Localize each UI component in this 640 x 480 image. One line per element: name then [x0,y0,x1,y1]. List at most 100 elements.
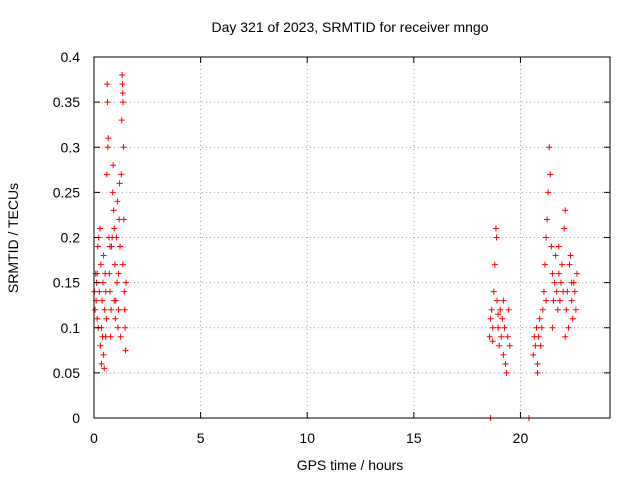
data-point [117,243,124,250]
data-point [98,360,105,367]
data-point [537,342,544,349]
data-point [554,306,561,313]
data-point [562,207,569,214]
data-point [104,144,111,151]
data-point [119,72,126,79]
data-point [120,144,127,151]
data-point [530,351,537,358]
data-point [110,207,117,214]
data-point [495,324,502,331]
data-point [108,306,115,313]
data-point [563,306,570,313]
data-point [555,243,562,250]
data-point [94,315,101,322]
data-point [97,261,104,268]
data-point [115,306,122,313]
data-point [102,333,109,340]
data-point [555,270,562,277]
data-point [114,198,121,205]
y-tick-label: 0.35 [53,94,80,110]
data-point [101,365,108,372]
y-tick-label: 0.15 [53,275,80,291]
data-point [505,306,512,313]
data-point [97,342,104,349]
data-point [499,315,506,322]
y-tick-label: 0 [72,410,80,426]
y-axis-label: SRMTID / TECUs [5,183,21,293]
data-point [571,288,578,295]
data-point [506,342,513,349]
data-point [543,234,550,241]
y-tick-label: 0.25 [53,184,80,200]
data-point [492,225,499,232]
data-point [568,297,575,304]
data-point [96,225,103,232]
data-point [500,297,507,304]
data-point [566,261,573,268]
data-point [493,297,500,304]
data-point [545,189,552,196]
data-point [92,306,99,313]
data-point [101,306,108,313]
data-point [546,144,553,151]
data-point [549,324,556,331]
data-point [557,279,564,286]
data-point [489,324,496,331]
data-point [496,342,503,349]
data-point [552,252,559,259]
data-point [100,252,107,259]
x-tick-label: 20 [513,430,529,446]
data-point [120,216,127,223]
data-point [534,360,541,367]
data-point [556,297,563,304]
data-point [122,279,129,286]
data-point [573,270,580,277]
data-point [114,279,121,286]
data-point [532,342,539,349]
data-point [105,135,112,142]
data-point [94,243,101,250]
data-point [503,369,510,376]
data-point [495,311,502,318]
data-point [488,306,495,313]
x-tick-label: 15 [406,430,422,446]
data-point [96,288,103,295]
data-point [99,297,106,304]
y-tick-label: 0.05 [53,365,80,381]
data-point [121,288,128,295]
data-point [491,261,498,268]
data-point [551,279,558,286]
data-point [119,99,126,106]
data-point [99,279,106,286]
y-tick-label: 0.2 [61,230,81,246]
data-point [543,297,550,304]
data-point [497,306,504,313]
data-point [564,288,571,295]
data-point [103,171,110,178]
data-point [122,347,129,354]
x-tick-label: 0 [90,430,98,446]
grid-lines [94,57,610,418]
data-point [100,351,107,358]
data-point [534,369,541,376]
data-point [569,315,576,322]
x-axis-label: GPS time / hours [297,457,404,473]
data-point [106,243,113,250]
data-point [553,288,560,295]
data-point [536,315,543,322]
data-point [501,324,508,331]
data-point [111,225,118,232]
data-point [106,270,113,277]
data-point [111,261,118,268]
y-tick-label: 0.3 [61,139,81,155]
data-point [568,279,575,286]
data-point [115,270,122,277]
data-point [548,243,555,250]
data-point [118,117,125,124]
x-tick-label: 5 [197,430,205,446]
data-point [487,315,494,322]
data-point [117,333,124,340]
chart-title: Day 321 of 2023, SRMTID for receiver mng… [211,19,488,35]
data-point [561,225,568,232]
